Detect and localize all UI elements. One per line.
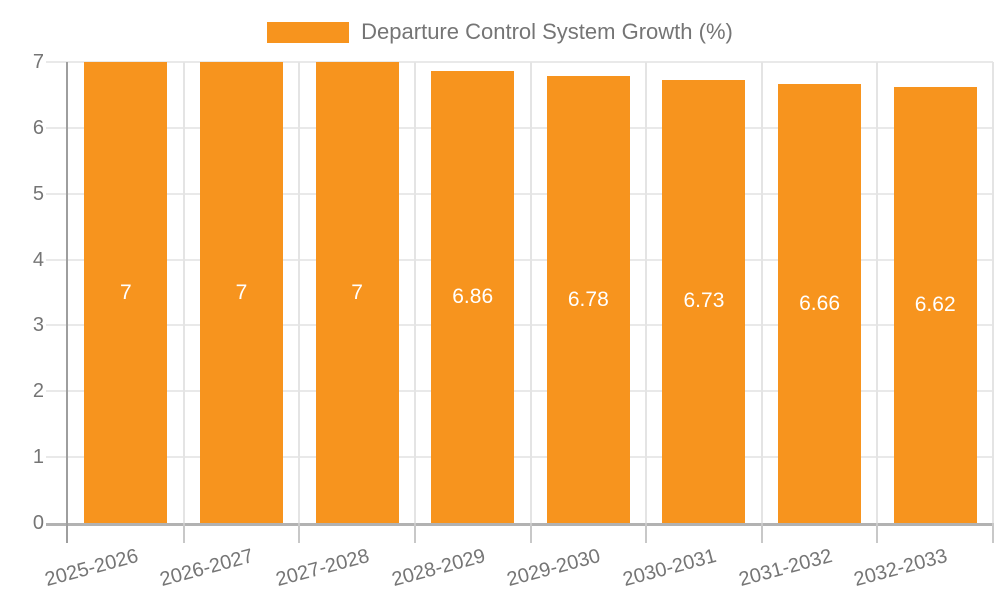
x-gridline (760, 62, 763, 523)
y-gridline (46, 456, 993, 459)
bar-2026-2027[interactable] (199, 62, 283, 523)
bar-2027-2028[interactable] (315, 62, 399, 523)
x-gridline (992, 62, 994, 523)
y-axis-tick-label: 7 (32, 51, 44, 73)
x-axis-tick (182, 523, 185, 543)
y-gridline (46, 258, 993, 261)
y-axis-line (66, 62, 68, 543)
x-axis-tick (298, 523, 301, 543)
bar-value-label: 7 (119, 280, 132, 304)
x-gridline (529, 62, 532, 523)
y-axis-tick-label: 3 (32, 314, 44, 337)
x-gridline (298, 62, 301, 523)
legend-swatch-icon (267, 21, 350, 43)
bar-value-label: 6.86 (452, 285, 494, 309)
bar-2030-2031[interactable] (662, 79, 746, 523)
x-axis-tick (645, 523, 648, 543)
y-axis-tick-label: 4 (32, 248, 44, 271)
bar-value-label: 6.62 (914, 293, 956, 316)
x-axis-tick (760, 523, 763, 543)
y-gridline (46, 324, 993, 327)
chart-legend[interactable]: Departure Control System Growth (%) (0, 19, 1000, 45)
x-gridline (645, 62, 648, 523)
y-axis-tick-label: 0 (32, 512, 44, 534)
bar-value-label: 7 (351, 280, 363, 304)
bar-2028-2029[interactable] (431, 71, 515, 523)
x-gridline (876, 62, 879, 523)
bar-value-label: 6.66 (799, 291, 840, 315)
bar-2032-2033[interactable] (893, 87, 977, 523)
x-axis-tick (876, 523, 879, 543)
y-gridline (46, 192, 993, 195)
y-gridline (46, 126, 993, 129)
y-axis-tick-label: 2 (32, 380, 44, 403)
bar-2031-2032[interactable] (778, 84, 862, 523)
x-axis-tick (992, 523, 994, 543)
x-axis-tick (529, 523, 532, 543)
bar-value-label: 6.73 (683, 289, 725, 313)
x-gridline (413, 62, 416, 523)
x-axis-line (46, 523, 993, 526)
bar-value-label: 6.78 (567, 287, 609, 311)
y-axis-tick-label: 6 (32, 116, 44, 139)
x-gridline (182, 62, 185, 523)
legend-label: Departure Control System Growth (%) (361, 19, 733, 44)
y-axis-tick-label: 1 (32, 446, 44, 469)
x-axis-tick (413, 523, 416, 543)
y-gridline (46, 390, 993, 393)
y-axis-tick-label: 5 (32, 182, 44, 205)
bar-2025-2026[interactable] (84, 62, 168, 523)
y-gridline (46, 61, 993, 63)
bar-value-label: 7 (235, 280, 248, 304)
bar-2029-2030[interactable] (546, 76, 630, 523)
